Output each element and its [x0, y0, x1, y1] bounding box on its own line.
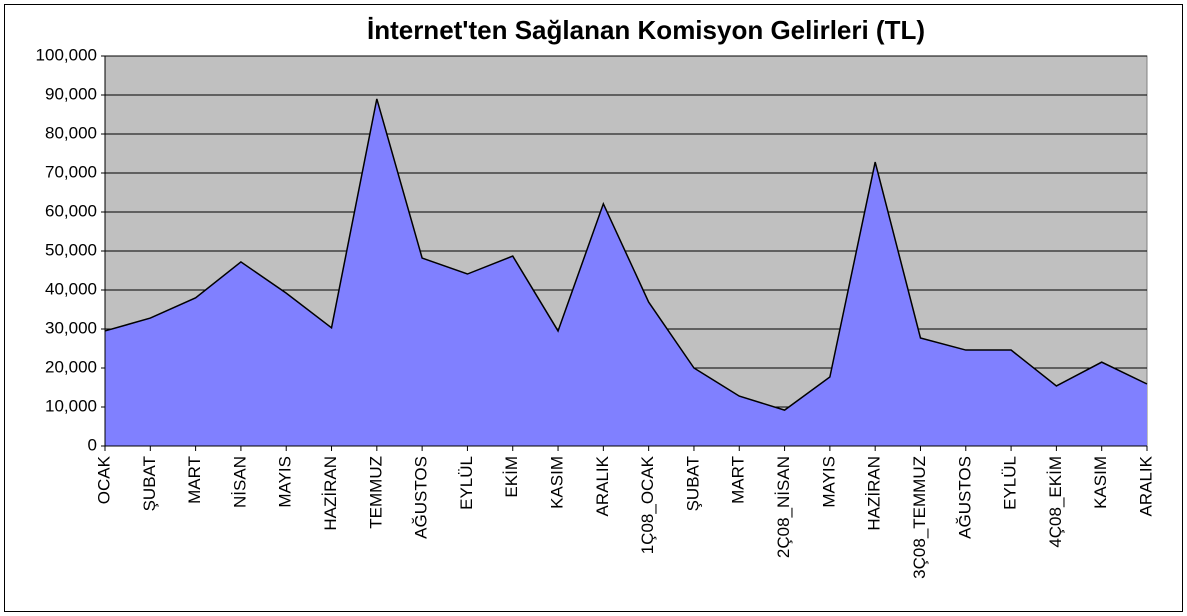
x-tick-label: HAZİRAN [865, 456, 884, 531]
y-tick-label: 30,000 [45, 318, 97, 337]
x-tick-label: ARALIK [593, 455, 612, 516]
x-tick-label: MAYIS [819, 456, 838, 508]
y-tick-label: 80,000 [45, 123, 97, 142]
area-fill [105, 98, 1147, 447]
y-tick-label: 50,000 [45, 240, 97, 259]
x-tick-label: EYLÜL [1001, 456, 1020, 510]
x-tick-label: ŞUBAT [140, 456, 159, 511]
y-tick-label: 90,000 [45, 84, 97, 103]
x-tick-label: MAYIS [276, 456, 295, 508]
area-line [104, 98, 1148, 411]
chart-title: İnternet'ten Sağlanan Komisyon Gelirleri… [367, 15, 925, 45]
y-tick-label: 20,000 [45, 357, 97, 376]
x-tick-label: 2Ç08_NİSAN [774, 456, 793, 558]
x-tick-label: AĞUSTOS [955, 456, 974, 539]
y-tick-label: 40,000 [45, 279, 97, 298]
x-tick-label: ŞUBAT [683, 456, 702, 511]
y-tick-label: 0 [88, 435, 97, 454]
x-tick-label: EKİM [502, 456, 521, 498]
x-tick-label: ARALIK [1136, 455, 1155, 516]
x-tick-label: 1Ç08_OCAK [638, 455, 657, 554]
x-tick-label: KASIM [548, 456, 567, 509]
y-tick-label: 60,000 [45, 201, 97, 220]
x-tick-label: TEMMUZ [366, 456, 385, 529]
x-tick-label: NİSAN [230, 456, 249, 508]
y-tick-label: 10,000 [45, 396, 97, 415]
y-tick-label: 100,000 [36, 45, 97, 64]
x-tick-label: OCAK [94, 455, 113, 504]
y-tick-label: 70,000 [45, 162, 97, 181]
x-tick-label: AĞUSTOS [412, 456, 431, 539]
x-tick-label: MART [185, 456, 204, 504]
x-tick-label: 4Ç08_EKİM [1046, 456, 1065, 548]
x-tick-label: KASIM [1091, 456, 1110, 509]
x-tick-label: EYLÜL [457, 456, 476, 510]
x-tick-label: HAZİRAN [321, 456, 340, 531]
x-tick-label: MART [729, 456, 748, 504]
x-tick-label: 3Ç08_TEMMUZ [910, 456, 929, 579]
